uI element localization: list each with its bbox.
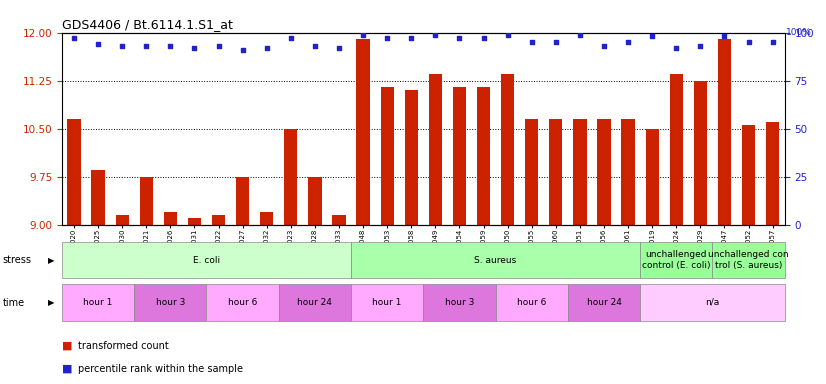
- Bar: [573, 119, 586, 225]
- Bar: [62, 242, 351, 278]
- Bar: [621, 119, 634, 225]
- Text: hour 24: hour 24: [297, 298, 332, 307]
- Bar: [597, 119, 610, 225]
- Bar: [496, 284, 567, 321]
- Point: [284, 35, 297, 41]
- Bar: [742, 126, 755, 225]
- Point: [260, 45, 273, 51]
- Bar: [260, 212, 273, 225]
- Text: time: time: [2, 298, 25, 308]
- Bar: [308, 177, 321, 225]
- Point: [236, 47, 249, 53]
- Point: [646, 33, 659, 40]
- Point: [429, 31, 442, 38]
- Point: [766, 39, 779, 45]
- Point: [694, 43, 707, 49]
- Bar: [405, 90, 418, 225]
- Bar: [477, 87, 490, 225]
- Text: percentile rank within the sample: percentile rank within the sample: [78, 364, 244, 374]
- Bar: [68, 119, 81, 225]
- Point: [477, 35, 490, 41]
- Bar: [423, 284, 496, 321]
- Point: [308, 43, 321, 49]
- Bar: [549, 119, 563, 225]
- Point: [718, 33, 731, 40]
- Point: [453, 35, 466, 41]
- Text: ▶: ▶: [48, 256, 55, 265]
- Bar: [351, 284, 423, 321]
- Text: hour 6: hour 6: [517, 298, 547, 307]
- Point: [92, 41, 105, 47]
- Bar: [188, 218, 201, 225]
- Text: stress: stress: [2, 255, 31, 265]
- Point: [332, 45, 345, 51]
- Point: [501, 31, 515, 38]
- Point: [621, 39, 634, 45]
- Bar: [164, 212, 177, 225]
- Point: [742, 39, 755, 45]
- Point: [140, 43, 153, 49]
- Point: [212, 43, 225, 49]
- Text: hour 3: hour 3: [444, 298, 474, 307]
- Point: [381, 35, 394, 41]
- Bar: [351, 242, 640, 278]
- Bar: [381, 87, 394, 225]
- Text: hour 24: hour 24: [586, 298, 621, 307]
- Text: ■: ■: [62, 341, 73, 351]
- Bar: [567, 284, 640, 321]
- Bar: [525, 119, 539, 225]
- Point: [68, 35, 81, 41]
- Bar: [694, 81, 707, 225]
- Point: [573, 31, 586, 38]
- Bar: [116, 215, 129, 225]
- Text: n/a: n/a: [705, 298, 719, 307]
- Bar: [62, 284, 134, 321]
- Text: hour 1: hour 1: [373, 298, 402, 307]
- Point: [405, 35, 418, 41]
- Bar: [134, 284, 206, 321]
- Bar: [646, 129, 659, 225]
- Text: ■: ■: [62, 364, 73, 374]
- Bar: [212, 215, 225, 225]
- Point: [188, 45, 201, 51]
- Bar: [357, 39, 370, 225]
- Bar: [284, 129, 297, 225]
- Point: [670, 45, 683, 51]
- Text: unchallenged
control (E. coli): unchallenged control (E. coli): [642, 250, 710, 270]
- Text: ▶: ▶: [48, 298, 55, 307]
- Point: [549, 39, 563, 45]
- Text: hour 1: hour 1: [83, 298, 113, 307]
- Point: [164, 43, 177, 49]
- Text: 100%: 100%: [786, 28, 812, 37]
- Bar: [278, 284, 351, 321]
- Bar: [640, 284, 785, 321]
- Bar: [670, 74, 683, 225]
- Bar: [92, 170, 105, 225]
- Bar: [501, 74, 515, 225]
- Bar: [206, 284, 278, 321]
- Bar: [640, 242, 712, 278]
- Text: transformed count: transformed count: [78, 341, 169, 351]
- Bar: [718, 39, 731, 225]
- Bar: [453, 87, 466, 225]
- Text: GDS4406 / Bt.6114.1.S1_at: GDS4406 / Bt.6114.1.S1_at: [62, 18, 233, 31]
- Bar: [140, 177, 153, 225]
- Point: [116, 43, 129, 49]
- Text: hour 6: hour 6: [228, 298, 258, 307]
- Bar: [712, 242, 785, 278]
- Text: E. coli: E. coli: [193, 256, 220, 265]
- Bar: [766, 122, 779, 225]
- Point: [357, 31, 370, 38]
- Bar: [332, 215, 345, 225]
- Text: S. aureus: S. aureus: [474, 256, 517, 265]
- Text: hour 3: hour 3: [155, 298, 185, 307]
- Bar: [429, 74, 442, 225]
- Point: [597, 43, 610, 49]
- Point: [525, 39, 539, 45]
- Text: unchallenged con
trol (S. aureus): unchallenged con trol (S. aureus): [708, 250, 789, 270]
- Bar: [236, 177, 249, 225]
